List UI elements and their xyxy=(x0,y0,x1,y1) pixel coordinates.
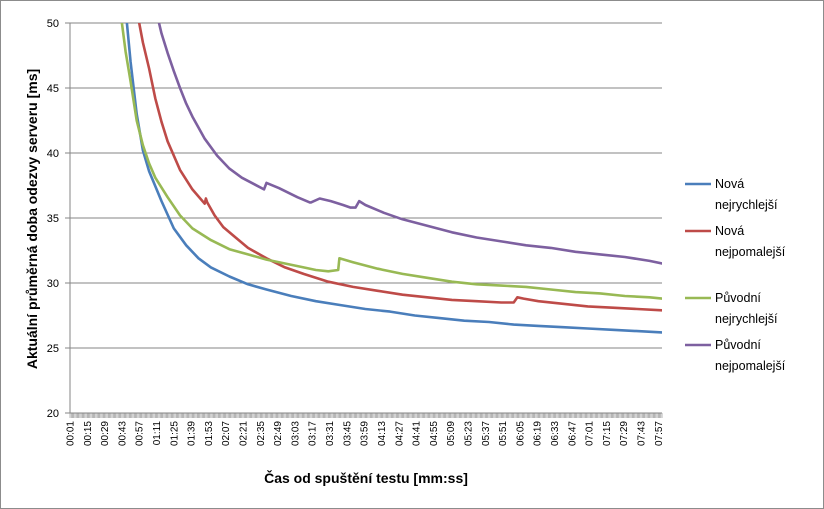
y-tick-labels: 20 25 30 35 40 45 50 xyxy=(47,18,59,420)
x-tick-label: 03:17 xyxy=(308,421,319,446)
x-tick-label: 05:37 xyxy=(481,421,492,446)
x-tick-label: 07:15 xyxy=(602,421,613,446)
x-tick-label: 04:27 xyxy=(394,421,405,446)
x-tick-label: 00:15 xyxy=(83,421,94,446)
x-tick-label: 02:35 xyxy=(256,421,267,446)
x-tick-label: 01:25 xyxy=(169,421,180,446)
x-tick-label: 06:47 xyxy=(567,421,578,446)
x-tick-labels: 00:01 00:15 00:29 00:43 00:57 01:11 01:25 01:39… xyxy=(66,421,665,446)
legend: Nová nejrychlejší Nová nejpomalejší Původní n… xyxy=(685,177,786,373)
x-tick-label: 00:01 xyxy=(66,421,77,446)
series-line-3 xyxy=(120,23,662,300)
gridlines xyxy=(70,22,662,414)
y-tick-label: 45 xyxy=(47,83,59,95)
y-tick-label: 50 xyxy=(47,18,59,30)
x-tick-label: 03:03 xyxy=(290,421,301,446)
axes xyxy=(65,22,663,418)
series-line-1 xyxy=(125,23,662,334)
x-tick-label: 05:51 xyxy=(498,421,509,446)
x-tick-label: 07:43 xyxy=(636,421,647,446)
x-tick-marks xyxy=(69,413,663,418)
x-tick-label: 01:39 xyxy=(187,421,198,446)
x-tick-label: 00:43 xyxy=(117,421,128,446)
series-line-4 xyxy=(157,23,662,265)
legend-label-3: Původní nejrychlejší xyxy=(715,291,778,326)
x-tick-label: 05:09 xyxy=(446,421,457,446)
y-tick-label: 30 xyxy=(47,278,59,290)
x-axis-title: Čas od spuštění testu [mm:ss] xyxy=(264,469,468,486)
x-tick-label: 00:29 xyxy=(100,421,111,446)
x-tick-label: 01:53 xyxy=(204,421,215,446)
x-tick-label: 06:05 xyxy=(515,421,526,446)
series-lines xyxy=(120,23,662,334)
y-tick-label: 25 xyxy=(47,343,59,355)
series-line-2 xyxy=(137,23,662,312)
x-tick-label: 06:33 xyxy=(550,421,561,446)
y-tick-label: 40 xyxy=(47,148,59,160)
x-tick-label: 05:23 xyxy=(463,421,474,446)
x-tick-label: 04:13 xyxy=(377,421,388,446)
x-tick-label: 07:29 xyxy=(619,421,630,446)
x-tick-label: 03:59 xyxy=(360,421,371,446)
y-axis-title: Aktuální průměrná doba odezvy serveru [m… xyxy=(24,69,40,369)
x-tick-label: 03:45 xyxy=(342,421,353,446)
legend-label-4: Původní nejpomalejší xyxy=(715,338,786,373)
x-tick-label: 03:31 xyxy=(325,421,336,446)
x-tick-label: 04:41 xyxy=(412,421,423,446)
x-tick-label: 01:11 xyxy=(152,421,163,446)
legend-label-1: Nová nejrychlejší xyxy=(715,177,778,212)
y-tick-label: 35 xyxy=(47,213,59,225)
x-tick-label: 00:57 xyxy=(135,421,146,446)
legend-label-2: Nová nejpomalejší xyxy=(715,224,786,259)
x-tick-label: 02:49 xyxy=(273,421,284,446)
x-tick-label: 02:07 xyxy=(221,421,232,446)
x-tick-label: 07:01 xyxy=(585,421,596,446)
y-tick-label: 20 xyxy=(47,408,59,420)
x-tick-label: 02:21 xyxy=(239,421,250,446)
x-tick-label: 06:19 xyxy=(533,421,544,446)
x-tick-label: 07:57 xyxy=(654,421,665,446)
x-tick-label: 04:55 xyxy=(429,421,440,446)
